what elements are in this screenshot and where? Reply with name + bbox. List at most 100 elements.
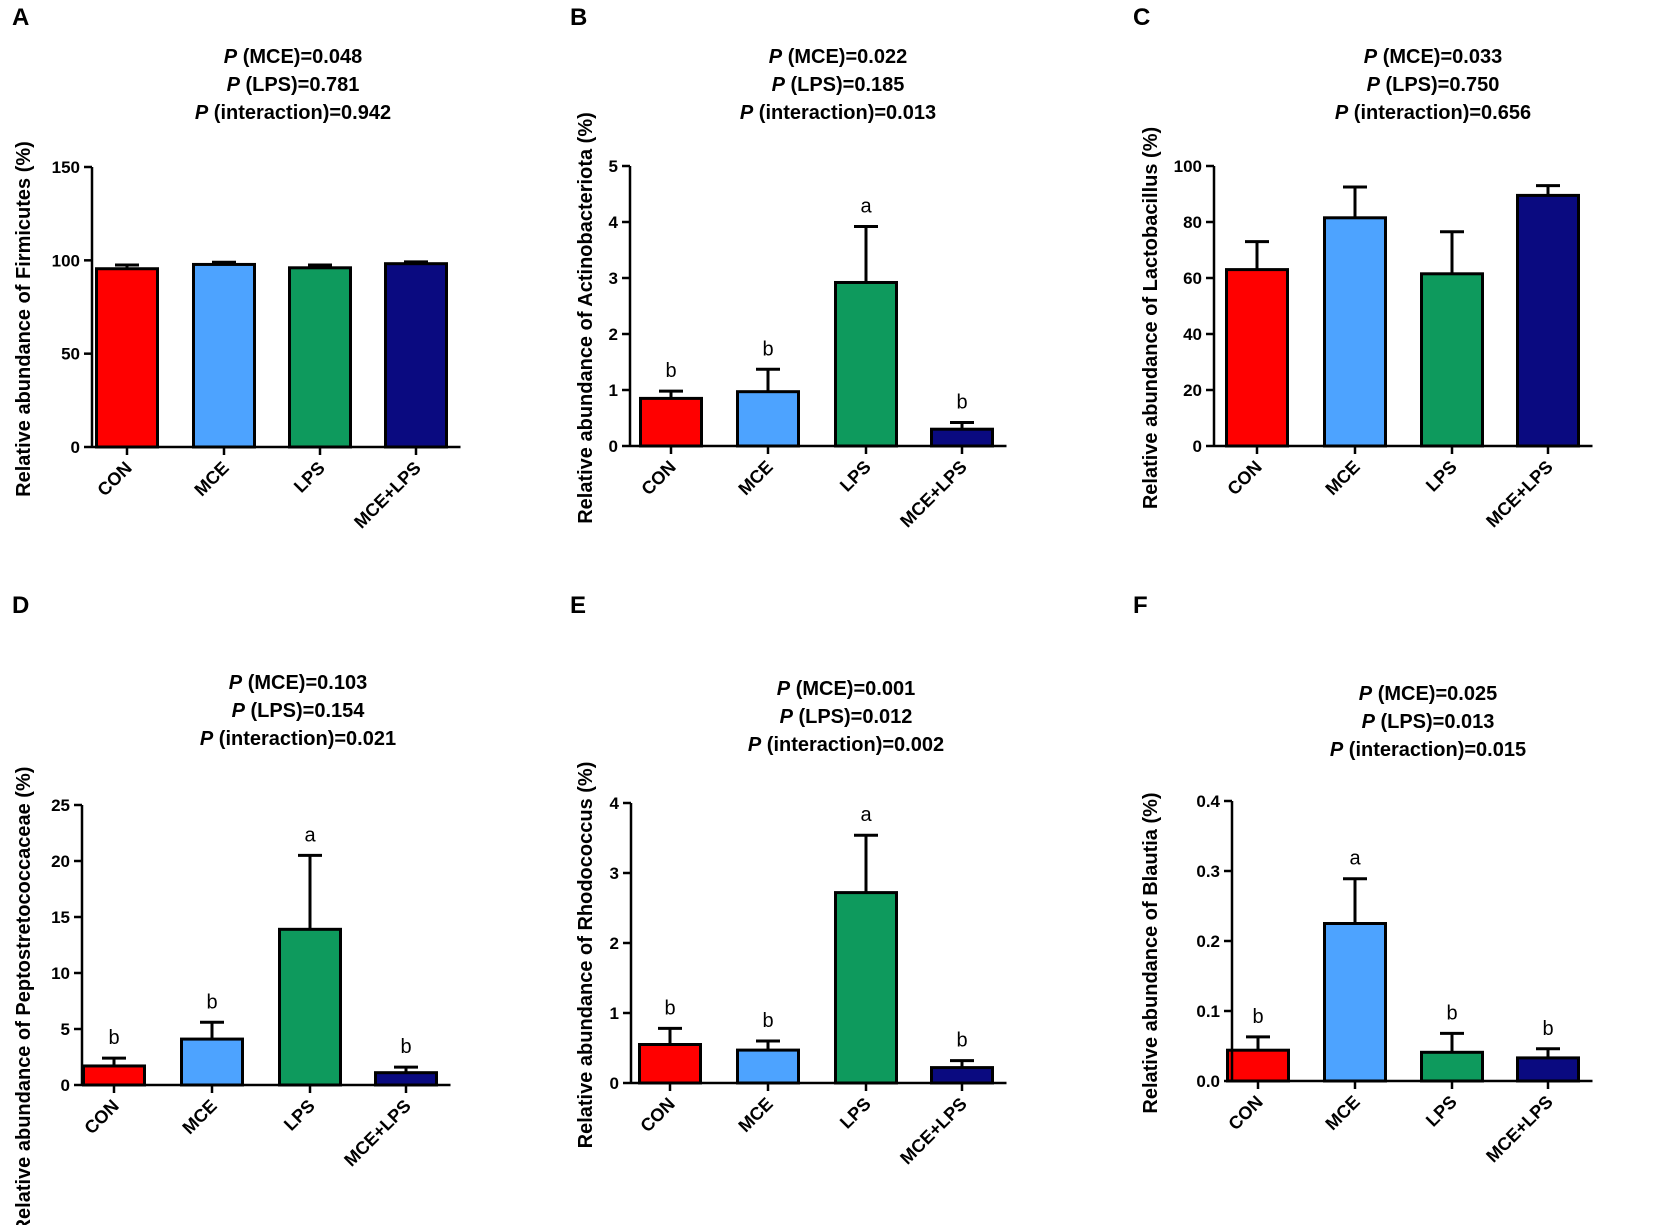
x-tick-label: CON: [636, 1094, 678, 1136]
p-value-line: P (MCE)=0.025: [1359, 683, 1497, 705]
p-symbol: P: [1359, 683, 1373, 705]
y-tick-label: 3: [610, 864, 619, 883]
p-value-text: (LPS)=0.013: [1375, 711, 1495, 733]
p-symbol: P: [772, 74, 786, 96]
bar-con: [95, 267, 159, 449]
p-value-line: P (LPS)=0.012: [780, 706, 913, 728]
y-tick-label: 0.1: [1196, 1002, 1220, 1021]
p-value-line: P (LPS)=0.185: [772, 74, 905, 96]
p-symbol: P: [780, 706, 794, 728]
x-tick-label: MCE+LPS: [896, 1094, 971, 1169]
p-value-line: P (MCE)=0.033: [1364, 46, 1502, 68]
bar-lps: [278, 927, 342, 1087]
p-value-text: (interaction)=0.013: [753, 102, 936, 124]
significance-letter: b: [762, 1010, 773, 1032]
x-tick-label: LPS: [280, 1096, 319, 1135]
p-value-text: (LPS)=0.750: [1380, 74, 1500, 96]
significance-letter: b: [1542, 1018, 1553, 1040]
significance-letter: a: [860, 804, 872, 826]
y-tick-label: 80: [1183, 213, 1202, 232]
x-tick-label: MCE: [734, 457, 776, 499]
p-value-line: P (MCE)=0.103: [229, 672, 367, 694]
panel-letter: A: [12, 4, 29, 31]
p-value-text: (LPS)=0.185: [785, 74, 905, 96]
significance-letter: b: [400, 1036, 411, 1058]
y-tick-label: 2: [609, 325, 618, 344]
significance-letter: a: [860, 195, 872, 217]
p-value-line: P (LPS)=0.781: [227, 74, 360, 96]
panel-letter: F: [1133, 592, 1148, 619]
panel-letter: C: [1133, 4, 1150, 31]
p-symbol: P: [224, 46, 238, 68]
y-axis-label: Relative abundance of Firmicutes (%): [13, 141, 35, 497]
p-value-text: (LPS)=0.781: [240, 74, 360, 96]
panel-letter: D: [12, 592, 29, 619]
y-tick-label: 0.4: [1196, 792, 1220, 811]
p-value-line: P (LPS)=0.013: [1362, 711, 1495, 733]
y-tick-label: 2: [610, 934, 619, 953]
bar-mce: [192, 262, 256, 449]
significance-letter: b: [1446, 1002, 1457, 1024]
p-value-line: P (MCE)=0.001: [777, 678, 915, 700]
p-value-text: (interaction)=0.015: [1343, 739, 1526, 761]
bar-lps: [834, 891, 898, 1085]
p-symbol: P: [195, 102, 209, 124]
p-value-text: (MCE)=0.103: [242, 672, 367, 694]
p-value-text: (MCE)=0.033: [1377, 46, 1502, 68]
bar-mce: [1323, 216, 1387, 448]
p-value-line: P (interaction)=0.015: [1330, 739, 1526, 761]
y-tick-label: 0: [71, 438, 80, 457]
y-tick-label: 1: [609, 381, 618, 400]
y-tick-label: 4: [609, 213, 619, 232]
p-symbol: P: [229, 672, 243, 694]
bar-mce: [1323, 922, 1387, 1083]
p-symbol: P: [740, 102, 754, 124]
bar-lps: [1420, 1050, 1484, 1083]
y-tick-label: 5: [61, 1020, 70, 1039]
y-tick-label: 40: [1183, 325, 1202, 344]
p-value-line: P (LPS)=0.154: [232, 700, 366, 722]
y-axis-label: Relative abundance of Lactobacillus (%): [1140, 127, 1162, 509]
bar-lps: [288, 266, 352, 449]
p-symbol: P: [1364, 46, 1378, 68]
p-value-line: P (LPS)=0.750: [1367, 74, 1500, 96]
y-tick-label: 3: [609, 269, 618, 288]
x-tick-label: MCE: [190, 458, 232, 500]
significance-letter: b: [956, 1030, 967, 1052]
significance-letter: b: [108, 1027, 119, 1049]
y-tick-label: 0.3: [1196, 862, 1220, 881]
y-axis-label: Relative abundance of Peptostretococcace…: [13, 767, 35, 1225]
x-tick-label: LPS: [1422, 1092, 1461, 1131]
x-tick-label: LPS: [1422, 457, 1461, 496]
bar-con: [639, 396, 703, 448]
p-symbol: P: [769, 46, 783, 68]
significance-letter: b: [664, 997, 675, 1019]
bar-con: [1226, 1048, 1290, 1083]
p-value-line: P (interaction)=0.942: [195, 102, 391, 124]
y-tick-label: 5: [609, 157, 618, 176]
p-value-text: (MCE)=0.048: [237, 46, 362, 68]
significance-letter: b: [206, 991, 217, 1013]
y-axis-label: Relative abundance of Blautia (%): [1140, 792, 1162, 1113]
y-tick-label: 0.2: [1196, 932, 1220, 951]
bar-con: [82, 1064, 146, 1087]
bar-con: [638, 1043, 702, 1085]
x-tick-label: MCE+LPS: [1482, 1092, 1557, 1167]
p-value-text: (LPS)=0.154: [245, 700, 365, 722]
y-tick-label: 100: [52, 251, 80, 270]
bar-lps: [834, 280, 898, 448]
p-symbol: P: [1367, 74, 1381, 96]
bar-mce-lps: [1516, 193, 1580, 448]
bar-mce-lps: [1516, 1056, 1580, 1083]
y-tick-label: 25: [51, 796, 70, 815]
p-value-text: (MCE)=0.001: [790, 678, 915, 700]
significance-letter: b: [1252, 1006, 1263, 1028]
x-tick-label: MCE: [178, 1096, 220, 1138]
significance-letter: b: [665, 360, 676, 382]
